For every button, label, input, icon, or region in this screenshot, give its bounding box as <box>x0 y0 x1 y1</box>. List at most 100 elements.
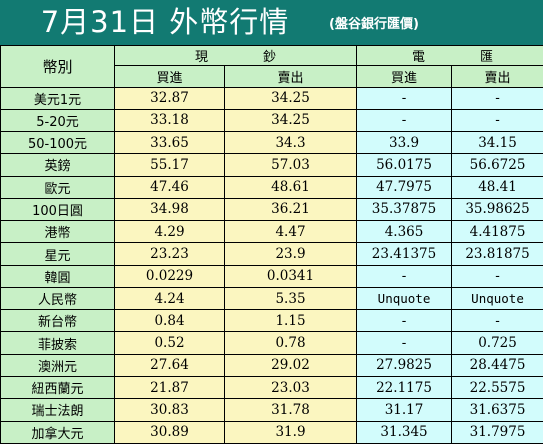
table-row: 100日圓 34.98 36.21 35.37875 35.98625 <box>0 197 543 222</box>
tt-buy-cell: - <box>356 108 453 133</box>
cash-buy-header: 買進 <box>114 65 225 88</box>
cash-buy-cell: 0.0229 <box>114 264 225 288</box>
cash-buy-cell: 32.87 <box>114 86 225 110</box>
tt-sell-cell: 34.15 <box>451 131 543 155</box>
cash-buy-cell: 23.23 <box>114 242 225 266</box>
table-row: 英鎊 55.17 57.03 56.0175 56.6725 <box>0 153 543 177</box>
currency-name-cell: 加拿大元 <box>0 420 115 444</box>
currency-name-cell: 歐元 <box>0 175 115 199</box>
currency-name-cell: 澳洲元 <box>0 353 115 377</box>
tt-buy-cell: Unquote <box>356 286 453 311</box>
tt-sell-cell: 48.41 <box>451 175 543 199</box>
cash-sell-header: 賣出 <box>223 65 358 88</box>
tt-sell-cell: 23.81875 <box>451 242 543 266</box>
tt-buy-cell: 47.7975 <box>356 175 453 199</box>
table-row: 星元 23.23 23.9 23.41375 23.81875 <box>0 242 543 266</box>
cash-buy-cell: 0.84 <box>114 309 225 333</box>
table-row: 紐西蘭元 21.87 23.03 22.1175 22.5575 <box>0 375 543 400</box>
table-body: 幣別 現鈔 電匯 買進 賣出 買進 賣出 美元1元 32.87 34.25- -5-2… <box>0 44 543 444</box>
cash-group-header: 現鈔 <box>113 44 358 67</box>
currency-name-cell: 人民幣 <box>0 286 115 311</box>
currency-name-cell: 瑞士法朗 <box>0 398 115 422</box>
tt-buy-cell: 23.41375 <box>356 242 453 266</box>
tt-sell-cell: - <box>451 264 543 288</box>
currency-name-cell: 新台幣 <box>0 309 115 333</box>
tt-buy-header: 買進 <box>356 65 453 88</box>
cash-buy-cell: 30.89 <box>114 420 225 444</box>
cash-sell-cell: 0.78 <box>223 331 358 355</box>
table-header-row: 幣別 現鈔 電匯 <box>0 44 543 88</box>
table-row: 加拿大元 30.89 31.9 31.345 31.7975 <box>0 420 543 444</box>
cash-buy-cell: 0.52 <box>114 331 225 355</box>
page-subtitle: (盤谷銀行匯價) <box>329 17 419 32</box>
table-row: 美元1元 32.87 34.25- - <box>0 86 543 110</box>
table-row: 瑞士法朗 30.83 31.78 31.17 31.6375 <box>0 398 543 422</box>
cash-buy-cell: 27.64 <box>114 353 225 377</box>
cash-sell-cell: 48.61 <box>223 175 358 199</box>
cash-buy-cell: 4.24 <box>114 286 225 311</box>
cash-buy-cell: 33.65 <box>114 131 225 155</box>
tt-sell-cell: - <box>451 108 543 133</box>
currency-name-cell: 英鎊 <box>0 153 115 177</box>
cash-sell-cell: 31.9 <box>223 420 358 444</box>
tt-sell-cell: 0.725 <box>451 331 543 355</box>
cash-sell-cell: 23.9 <box>223 242 358 266</box>
tt-buy-cell: - <box>356 86 453 110</box>
cash-sell-cell: 5.35 <box>223 286 358 311</box>
table-row: 港幣 4.29 4.47 4.365 4.41875 <box>0 220 543 244</box>
tt-buy-cell: - <box>356 264 453 288</box>
tt-buy-cell: 22.1175 <box>356 375 453 400</box>
table-row: 歐元 47.46 48.61 47.7975 48.41 <box>0 175 543 199</box>
tt-sell-cell: 4.41875 <box>451 220 543 244</box>
tt-buy-cell: 4.365 <box>356 220 453 244</box>
tt-sell-cell: - <box>451 86 543 110</box>
tt-sell-cell: 35.98625 <box>451 197 543 222</box>
cash-sell-cell: 34.25 <box>223 86 358 110</box>
cash-buy-cell: 47.46 <box>114 175 225 199</box>
table-row: 澳洲元 27.64 29.02 27.9825 28.4475 <box>0 353 543 377</box>
tt-buy-cell: 33.9 <box>356 131 453 155</box>
cash-sell-cell: 34.3 <box>223 131 358 155</box>
currency-column-header: 幣別 <box>0 45 115 88</box>
tt-buy-cell: 35.37875 <box>356 197 453 222</box>
tt-buy-cell: 31.345 <box>356 420 453 444</box>
currency-name-cell: 美元1元 <box>0 86 115 110</box>
page-header: 7月31日 外幣行情 (盤谷銀行匯價) <box>0 0 543 45</box>
tt-sell-cell: 31.6375 <box>451 398 543 422</box>
tt-sell-cell: 31.7975 <box>451 420 543 444</box>
tt-buy-cell: 31.17 <box>356 398 453 422</box>
cash-sell-cell: 36.21 <box>223 197 358 222</box>
table-row: 韓圓 0.0229 0.0341- - <box>0 264 543 288</box>
currency-name-cell: 100日圓 <box>0 197 115 222</box>
cash-sell-cell: 57.03 <box>223 153 358 177</box>
table-row: 菲披索 0.52 0.78-0.725 <box>0 331 543 355</box>
currency-name-cell: 韓圓 <box>0 264 115 288</box>
currency-name-cell: 紐西蘭元 <box>0 375 115 400</box>
tt-buy-cell: - <box>356 309 453 333</box>
tt-sell-cell: 56.6725 <box>451 153 543 177</box>
cash-buy-cell: 34.98 <box>114 197 225 222</box>
cash-sell-cell: 34.25 <box>223 108 358 133</box>
tt-buy-cell: 56.0175 <box>356 153 453 177</box>
table-row: 50-100元 33.65 34.3 33.9 34.15 <box>0 131 543 155</box>
page-title: 7月31日 外幣行情 <box>40 5 290 39</box>
cash-buy-cell: 30.83 <box>114 398 225 422</box>
currency-name-cell: 星元 <box>0 242 115 266</box>
table-row: 新台幣 0.84 1.15- - <box>0 309 543 333</box>
currency-name-cell: 菲披索 <box>0 331 115 355</box>
cash-sell-cell: 29.02 <box>223 353 358 377</box>
cash-buy-cell: 21.87 <box>114 375 225 400</box>
exchange-rate-table: 幣別 現鈔 電匯 買進 賣出 買進 賣出 美元1元 32.87 34.25- -5-2… <box>0 44 543 444</box>
table-subheader-row: 買進 賣出 買進 賣出 <box>1 65 543 88</box>
currency-name-cell: 5-20元 <box>0 108 115 133</box>
table-row: 人民幣 4.24 5.35 Unquote Unquote <box>0 286 543 311</box>
cash-buy-cell: 55.17 <box>114 153 225 177</box>
tt-sell-cell: 28.4475 <box>451 353 543 377</box>
tt-sell-cell: 22.5575 <box>451 375 543 400</box>
cash-sell-cell: 31.78 <box>223 398 358 422</box>
cash-sell-cell: 4.47 <box>223 220 358 244</box>
tt-buy-cell: - <box>356 331 453 355</box>
cash-buy-cell: 4.29 <box>114 220 225 244</box>
cash-sell-cell: 23.03 <box>223 375 358 400</box>
table-row: 5-20元 33.18 34.25- - <box>0 108 543 133</box>
